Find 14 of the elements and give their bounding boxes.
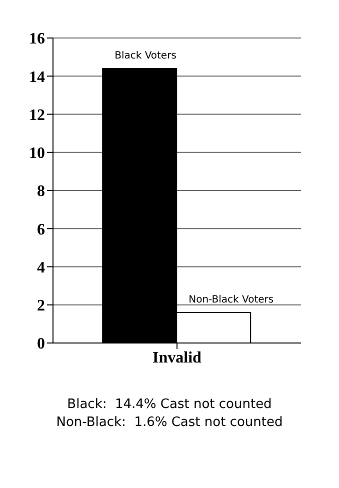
y-tick-label: 14 bbox=[29, 68, 45, 86]
y-tick-label: 10 bbox=[29, 145, 45, 162]
y-tick-label: 12 bbox=[29, 106, 45, 124]
text: Black: 14.4% Cast not counted bbox=[66, 396, 273, 414]
y-tick-label: 4 bbox=[37, 259, 45, 276]
x-tick-label: Invalid bbox=[152, 349, 202, 366]
y-tick-label: 8 bbox=[37, 183, 45, 200]
text: Non-Black: 1.6% Cast not counted bbox=[55, 414, 284, 432]
y-tick-label: 2 bbox=[37, 298, 45, 315]
y-tick-label: 0 bbox=[37, 336, 45, 353]
series-label: Black Voters bbox=[114, 50, 176, 62]
y-tick-label: 16 bbox=[29, 30, 45, 48]
series-label: Non-Black Voters bbox=[188, 294, 274, 306]
y-tick-label: 6 bbox=[37, 221, 45, 238]
